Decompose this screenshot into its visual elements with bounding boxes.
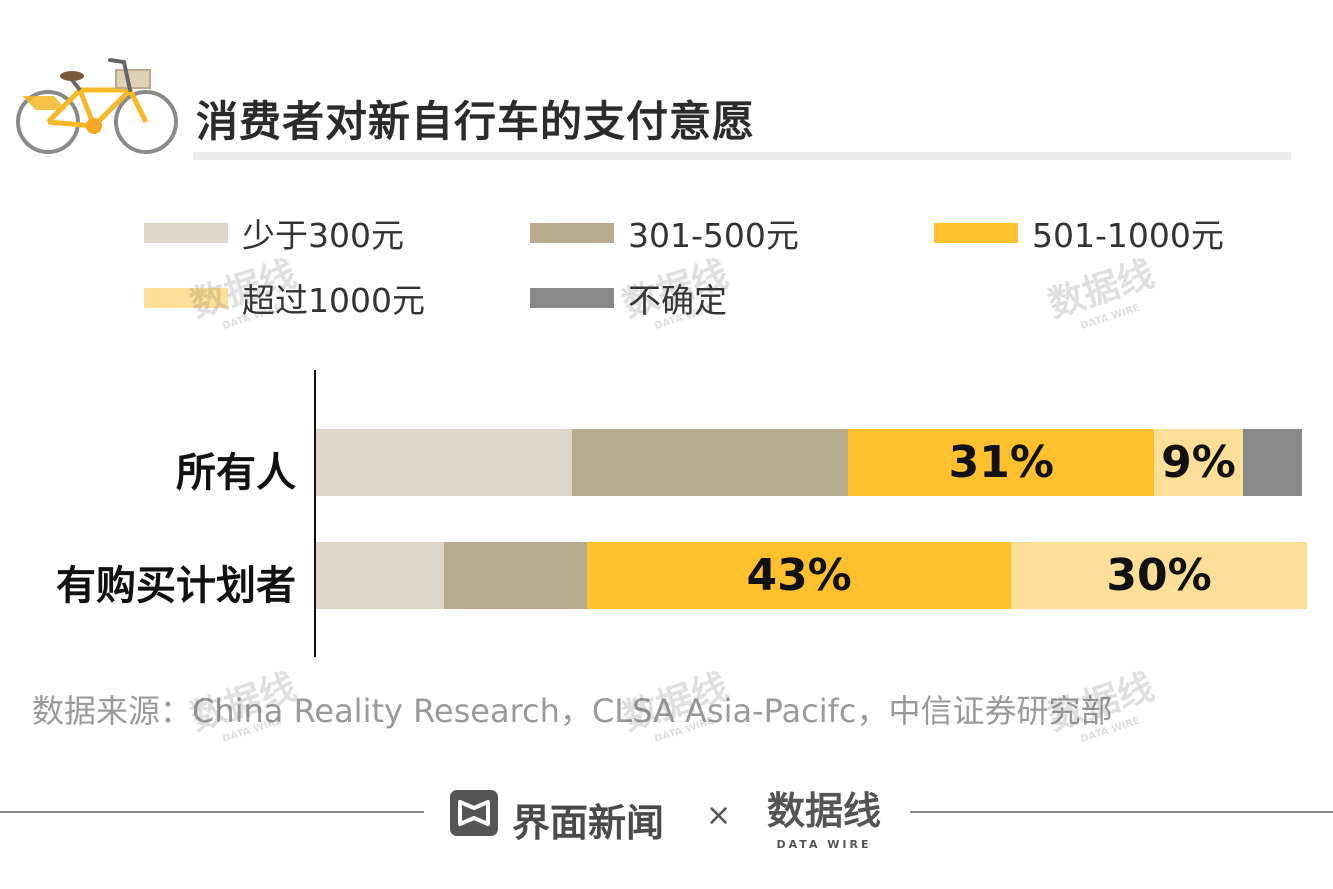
bar-segment-lt300 — [316, 542, 445, 609]
footer-separator: × — [706, 798, 732, 833]
legend-item-501-1000: 501-1000元 — [934, 213, 1224, 255]
bar-segment-501-1000 — [587, 542, 1012, 609]
bar-segment-uncertain — [1242, 429, 1302, 496]
legend-item-gt1000: 超过1000元 — [144, 278, 425, 320]
category-label-all: 所有人 — [176, 450, 296, 496]
legend-label: 少于300元 — [242, 216, 404, 255]
bar-segment-gt1000 — [1011, 542, 1307, 609]
bicycle-icon — [16, 58, 178, 154]
legend-swatch — [144, 288, 228, 308]
bar-segment-501-1000 — [848, 429, 1155, 496]
legend-item-lt300: 少于300元 — [144, 213, 404, 255]
legend-item-uncertain: 不确定 — [530, 278, 727, 320]
brand-jiemian: 界面新闻 — [512, 801, 665, 845]
chart-title: 消费者对新自行车的支付意愿 — [196, 97, 756, 146]
title-underline — [193, 152, 1291, 160]
datawire-logo-icon: 数据线 DATA WIRE — [767, 789, 881, 851]
svg-text:DATA WIRE: DATA WIRE — [777, 838, 872, 851]
svg-text:数据线: 数据线 — [767, 789, 881, 833]
legend-swatch — [530, 223, 614, 243]
watermark-logo: 数据线 DATA WIRE — [1044, 255, 1159, 333]
bar-data-label: 9% — [1161, 437, 1236, 488]
source-note: 数据来源：China Reality Research，CLSA Asia-Pa… — [32, 692, 1113, 730]
footer-rule-left — [0, 811, 424, 813]
jiemian-logo-icon — [450, 790, 498, 836]
legend-label: 超过1000元 — [242, 281, 425, 320]
legend-label: 501-1000元 — [1032, 216, 1224, 255]
bar-segment-301-500 — [572, 429, 849, 496]
bar-segment-lt300 — [316, 429, 573, 496]
legend-item-301-500: 301-500元 — [530, 213, 799, 255]
legend-label: 不确定 — [628, 281, 727, 320]
bar-segment-gt1000 — [1154, 429, 1243, 496]
legend-swatch — [530, 288, 614, 308]
svg-text:数据线: 数据线 — [1044, 255, 1159, 326]
bar-data-label: 30% — [1106, 550, 1212, 601]
bar-data-label: 43% — [746, 550, 852, 601]
svg-text:DATA WIRE: DATA WIRE — [1079, 303, 1141, 333]
legend-swatch — [934, 223, 1018, 243]
bar-data-label: 31% — [948, 437, 1054, 488]
category-label-planners: 有购买计划者 — [56, 563, 296, 609]
footer-rule-right — [910, 811, 1333, 813]
legend-swatch — [144, 223, 228, 243]
legend-label: 301-500元 — [628, 216, 799, 255]
bar-segment-301-500 — [444, 542, 588, 609]
y-axis-line — [314, 370, 316, 657]
